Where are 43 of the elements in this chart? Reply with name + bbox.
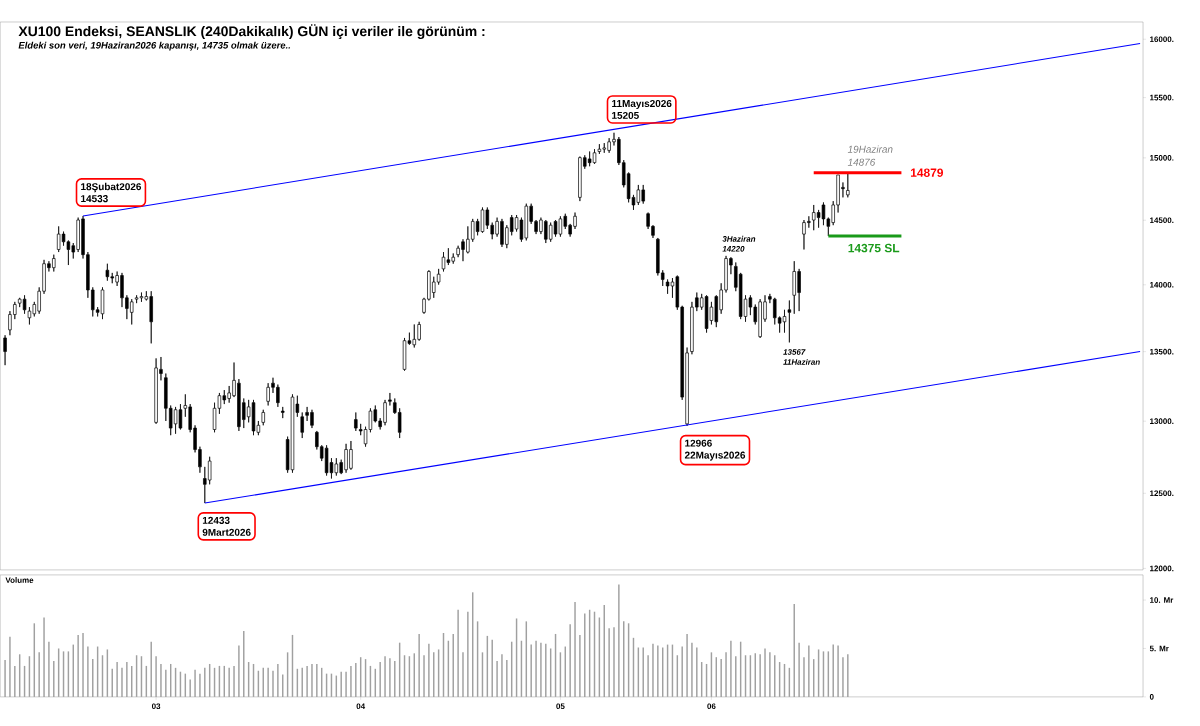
annotation: 9Mart2026 (202, 528, 251, 536)
candlestick (27, 306, 32, 325)
candlestick (290, 394, 295, 474)
text: Eldeki son veri, 19Haziran2026 kapanışı, 14735 olmak üzere.. (18, 41, 291, 51)
annotation: 14876 (847, 158, 876, 166)
candlestick (22, 294, 27, 315)
candlestick (402, 337, 407, 372)
candlestick (480, 207, 485, 234)
candlestick (105, 263, 110, 282)
candlestick (354, 412, 358, 432)
candlestick (782, 309, 787, 334)
candlestick (300, 412, 304, 439)
candlestick (558, 215, 563, 238)
candlestick (173, 406, 178, 435)
candlestick (704, 294, 709, 334)
annotation: 22Mayıs2026 (684, 451, 746, 461)
ref-line-label: 14879 (910, 168, 944, 177)
annotation: 19Haziran (847, 145, 893, 153)
candlestick (592, 148, 597, 165)
candlestick (553, 219, 558, 238)
annotation: 11Mayıs2026 (612, 100, 672, 110)
chart-title: XU100 Endeksi, SEANSLIK (240Dakikalık) GÜN içi veriler ile görünüm : (18, 24, 485, 40)
annotation: 14533 (81, 195, 108, 203)
candlestick (178, 403, 183, 430)
candlestick (261, 409, 265, 426)
candlestick (597, 143, 602, 155)
candlestick (281, 406, 285, 419)
candlestick (3, 334, 7, 366)
candlestick (787, 300, 792, 343)
candlestick (139, 292, 144, 303)
annotation: 12966 (685, 439, 712, 447)
candlestick (324, 444, 329, 477)
annotation: 15205 (612, 111, 639, 120)
candlestick (251, 399, 256, 436)
candlestick (134, 294, 139, 304)
candlestick (846, 172, 850, 198)
candlestick (665, 279, 670, 295)
candlestick (441, 251, 446, 272)
annotation: 12433 (202, 516, 230, 524)
annotation: 18Şubat2026 (81, 182, 142, 193)
candlestick (388, 392, 392, 406)
candlestick (100, 287, 105, 320)
ref-line-label: 14375 SL (848, 243, 900, 253)
